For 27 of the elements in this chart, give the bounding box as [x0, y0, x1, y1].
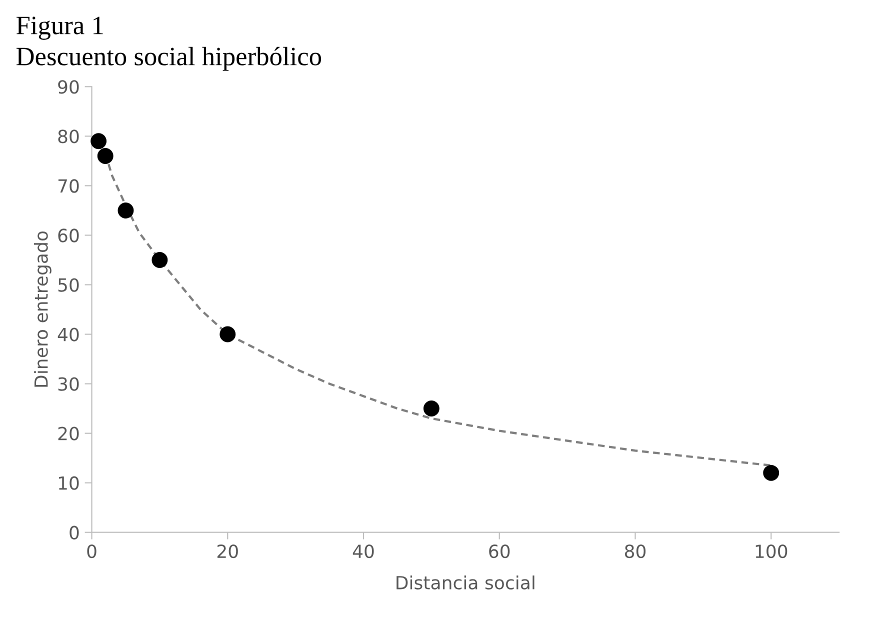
- point: [152, 252, 168, 268]
- y-axis-title: Dinero entregado: [34, 231, 52, 387]
- x-tick-label: 40: [352, 544, 374, 558]
- y-tick-label: 10: [58, 476, 79, 490]
- y-tick-label: 60: [58, 228, 79, 242]
- x-axis-title: Distancia social: [396, 576, 534, 590]
- y-tick-label: 80: [58, 130, 79, 144]
- point: [97, 148, 114, 164]
- point: [763, 464, 780, 481]
- x-tick-label: 60: [489, 544, 510, 558]
- x-tick-label: 20: [217, 544, 238, 558]
- chart-title: Figura 1: [16, 16, 103, 40]
- y-tick-label: 50: [58, 278, 79, 292]
- point: [423, 400, 440, 417]
- y-tick-label: 0: [70, 526, 79, 540]
- point: [220, 326, 236, 342]
- y-tick-label: 40: [58, 328, 79, 342]
- x-tick-label: 0: [87, 544, 96, 558]
- x-tick-label: 80: [624, 544, 646, 558]
- y-tick-label: 90: [58, 80, 79, 94]
- y-tick-label: 70: [58, 179, 79, 193]
- x-tick-label: 100: [756, 544, 788, 558]
- point: [90, 133, 107, 150]
- y-tick-label: 20: [58, 426, 79, 440]
- chart-subtitle: Descuento social hiperbólico: [16, 46, 322, 71]
- y-tick-label: 30: [58, 377, 79, 391]
- point: [118, 202, 134, 218]
